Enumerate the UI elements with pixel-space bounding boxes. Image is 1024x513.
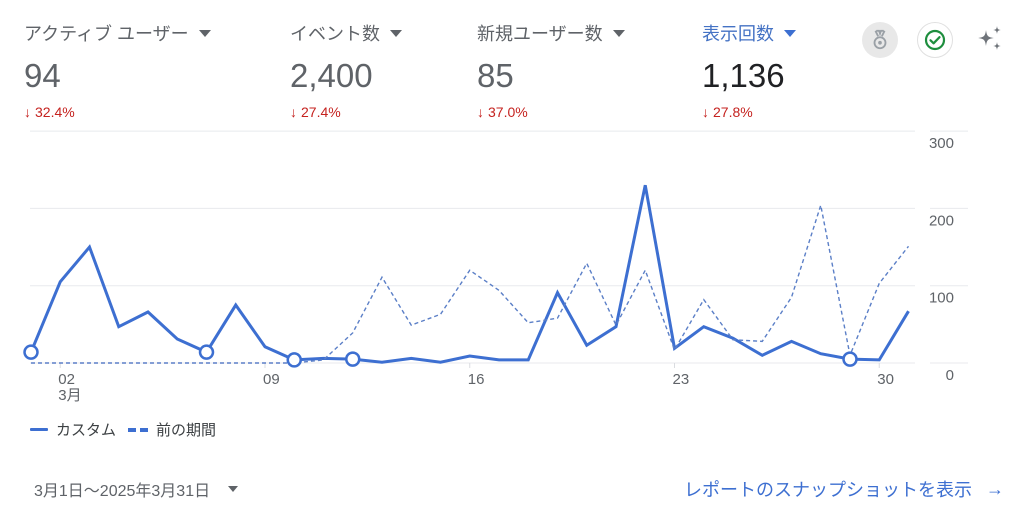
sparkle-icon	[978, 26, 1001, 50]
data-point-marker[interactable]	[345, 351, 361, 367]
date-range-selector[interactable]: 3月1日～2025年3月31日	[34, 477, 239, 501]
chart-legend: カスタム 前の期間	[30, 419, 228, 440]
link-text: レポートのスナップショットを表示	[684, 480, 972, 500]
data-point-marker[interactable]	[23, 344, 39, 360]
verified-button[interactable]	[917, 22, 953, 58]
metric-active-users[interactable]: アクティブ ユーザー 94 ↓ 32.4%	[24, 20, 211, 120]
medal-button[interactable]	[862, 22, 898, 58]
arrow-down-icon: ↓	[477, 104, 484, 120]
metric-label-text: イベント数	[290, 24, 380, 44]
check-circle-icon	[924, 29, 946, 51]
arrow-down-icon: ↓	[290, 104, 297, 120]
caret-down-icon[interactable]	[228, 486, 239, 492]
current-period-line	[29, 184, 910, 364]
y-axis-label: 100	[929, 290, 954, 307]
metric-event-count[interactable]: イベント数 2,400 ↓ 27.4%	[290, 20, 402, 120]
x-axis-label: 02	[58, 371, 75, 388]
y-axis-label: 200	[929, 212, 954, 229]
metric-change: ↓ 37.0%	[477, 104, 625, 120]
legend-item-current: カスタム	[30, 419, 116, 440]
legend-label: 前の期間	[156, 422, 217, 439]
caret-down-icon[interactable]	[784, 29, 796, 37]
caret-down-icon[interactable]	[390, 29, 402, 37]
metric-label-text: 新規ユーザー数	[477, 24, 603, 44]
metric-change-value: 32.4%	[35, 104, 75, 120]
metric-label[interactable]: 新規ユーザー数	[477, 20, 625, 46]
x-axis-label: 16	[468, 371, 485, 388]
metric-label-text: 表示回数	[702, 24, 774, 44]
y-axis-label: 0	[946, 367, 954, 384]
arrow-down-icon: ↓	[702, 104, 709, 120]
view-report-snapshot-link[interactable]: レポートのスナップショットを表示 →	[684, 476, 1004, 502]
arrow-right-icon: →	[986, 478, 1004, 499]
metric-value: 94	[24, 57, 61, 94]
metric-value: 85	[477, 57, 514, 94]
metric-change-value: 27.4%	[301, 104, 341, 120]
dashed-line-icon	[128, 427, 149, 432]
metric-new-users[interactable]: 新規ユーザー数 85 ↓ 37.0%	[477, 20, 625, 120]
metric-views[interactable]: 表示回数 1,136 ↓ 27.8%	[702, 20, 796, 120]
metric-label-text: アクティブ ユーザー	[24, 24, 189, 44]
previous-period-line	[31, 205, 910, 364]
metric-value: 2,400	[290, 57, 373, 94]
x-axis-label: 23	[673, 371, 690, 388]
metric-change: ↓ 32.4%	[24, 104, 211, 120]
x-axis-label: 30	[877, 371, 894, 388]
date-range-text: 3月1日～2025年3月31日	[34, 483, 211, 500]
metric-change: ↓ 27.8%	[702, 104, 796, 120]
medal-icon	[873, 29, 887, 50]
x-axis-label: 09	[263, 371, 280, 388]
data-point-marker[interactable]	[842, 351, 858, 367]
metric-value: 1,136	[702, 57, 785, 94]
x-axis-sublabel: 3月	[58, 387, 81, 404]
insights-button[interactable]	[972, 22, 1008, 58]
metric-change-value: 27.8%	[713, 104, 753, 120]
metric-label[interactable]: アクティブ ユーザー	[24, 20, 211, 46]
caret-down-icon[interactable]	[612, 29, 625, 37]
metric-change-value: 37.0%	[488, 104, 528, 120]
caret-down-icon[interactable]	[198, 29, 211, 37]
line-chart[interactable]: 0 100 200 300 02 3月 09 16 23 30	[0, 125, 1024, 415]
solid-line-icon	[30, 428, 48, 431]
arrow-down-icon: ↓	[24, 104, 31, 120]
y-axis-label: 300	[929, 135, 954, 152]
data-point-marker[interactable]	[198, 344, 215, 360]
metric-change: ↓ 27.4%	[290, 104, 402, 120]
metric-label[interactable]: イベント数	[290, 20, 402, 46]
metric-label[interactable]: 表示回数	[702, 20, 796, 46]
legend-item-previous: 前の期間	[128, 419, 216, 440]
data-point-marker[interactable]	[286, 352, 302, 368]
legend-label: カスタム	[56, 422, 117, 439]
